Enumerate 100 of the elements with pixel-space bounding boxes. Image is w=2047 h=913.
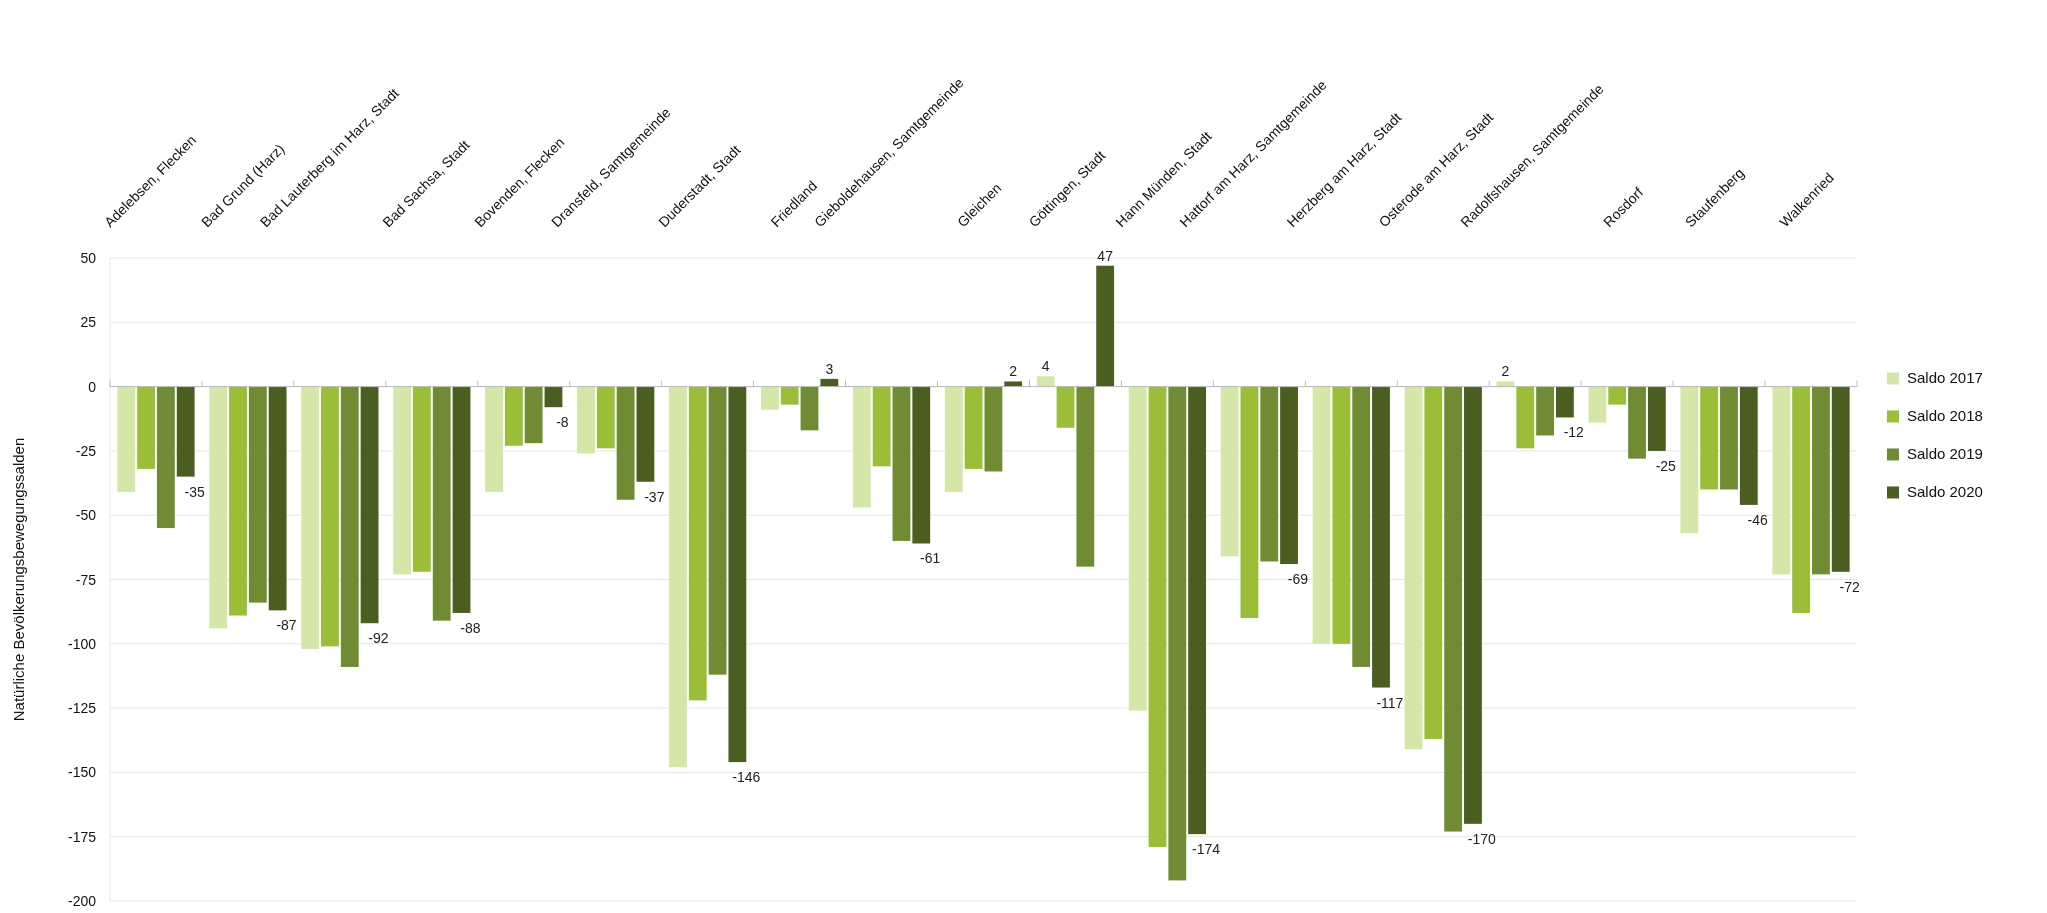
data-label: -174: [1192, 841, 1221, 858]
bar: [1536, 386, 1554, 436]
data-label: -35: [184, 483, 205, 500]
bar: [413, 386, 431, 572]
bar: [1647, 386, 1666, 451]
bar: [1056, 386, 1075, 428]
data-label: -46: [1747, 511, 1769, 528]
bar: [393, 386, 412, 575]
bar: [892, 386, 911, 541]
data-label: -69: [1287, 571, 1309, 588]
bar: [1332, 386, 1351, 644]
bar: [596, 386, 615, 449]
bar: [1424, 386, 1443, 739]
bar: [1588, 386, 1607, 423]
data-label: -61: [920, 550, 941, 567]
data-label: 2: [1009, 363, 1018, 380]
y-tick-label: -125: [67, 700, 97, 717]
bar: [360, 386, 379, 624]
data-label: -88: [460, 619, 481, 636]
data-label: -117: [1376, 694, 1404, 711]
legend-label: Saldo 2019: [1907, 445, 1983, 463]
bar: [1831, 386, 1850, 572]
y-tick-label: -25: [75, 442, 97, 459]
y-tick-label: -75: [75, 571, 97, 588]
y-tick-label: 50: [80, 250, 97, 266]
data-label: 3: [825, 360, 834, 377]
bar: [1812, 386, 1830, 575]
bar: [1280, 386, 1298, 565]
bar: [780, 386, 799, 405]
data-label: -25: [1655, 457, 1677, 474]
bar: [1168, 386, 1187, 881]
bar: [1792, 386, 1811, 613]
bar: [248, 386, 267, 603]
bar: [229, 386, 247, 616]
bar: [1720, 386, 1738, 490]
y-tick-label: -50: [75, 507, 97, 524]
data-label: 4: [1041, 358, 1050, 375]
bar: [1444, 386, 1463, 832]
legend-label: Saldo 2018: [1907, 407, 1983, 425]
bar: [820, 378, 839, 387]
bar: [504, 386, 523, 446]
bar: [728, 386, 747, 763]
bar: [1148, 386, 1167, 847]
y-tick-label: 0: [88, 378, 97, 395]
bar: [1096, 265, 1115, 387]
data-label: -8: [556, 414, 569, 431]
bar: [117, 386, 136, 493]
bar: [944, 386, 963, 493]
bar: [1739, 386, 1758, 505]
data-label: -72: [1839, 578, 1860, 595]
bar: [1464, 386, 1482, 824]
bar: [321, 386, 339, 647]
data-label: -12: [1563, 424, 1585, 441]
bar: [912, 386, 931, 544]
bar: [688, 386, 707, 701]
y-tick-label: -200: [67, 893, 97, 909]
y-tick-label: -150: [67, 764, 97, 781]
bar: [1496, 381, 1515, 387]
bar: [156, 386, 175, 529]
bar: [1372, 386, 1390, 688]
y-tick-label: -175: [67, 828, 97, 845]
bar: [452, 386, 471, 613]
bar: [1628, 386, 1646, 459]
bar: [485, 386, 503, 493]
bar: [301, 386, 320, 649]
bar: [984, 386, 1003, 472]
bar: [1036, 376, 1055, 387]
bar: [1128, 386, 1147, 711]
bar: [1700, 386, 1719, 490]
bar: [669, 386, 687, 768]
y-axis-title: Natürliche Bevölkerungsbewegungssalden: [10, 437, 27, 722]
bar: [800, 386, 819, 431]
bar: [432, 386, 451, 621]
bar: [1680, 386, 1699, 534]
y-tick-label: -100: [67, 635, 97, 652]
bar: [1004, 381, 1023, 387]
data-label: -87: [276, 617, 297, 634]
bar: [1772, 386, 1791, 575]
bar: [1352, 386, 1371, 667]
data-label: -170: [1467, 830, 1497, 847]
y-tick-label: 25: [80, 314, 97, 331]
data-label: -92: [368, 630, 389, 647]
legend-label: Saldo 2017: [1907, 369, 1983, 387]
bar: [964, 386, 983, 469]
bar: [176, 386, 195, 477]
bar: [209, 386, 228, 629]
bar: [1240, 386, 1259, 619]
data-label: -146: [732, 769, 761, 786]
bar: [872, 386, 891, 467]
bar: [1312, 386, 1331, 644]
bar: [1516, 386, 1535, 449]
bar: [760, 386, 779, 410]
bar: [708, 386, 727, 675]
data-label: 2: [1501, 363, 1510, 380]
bar: [137, 386, 155, 469]
legend-label: Saldo 2020: [1907, 483, 1983, 501]
bar: [544, 386, 563, 408]
data-label: -37: [644, 488, 665, 505]
bar: [1404, 386, 1423, 750]
bar: [577, 386, 595, 454]
